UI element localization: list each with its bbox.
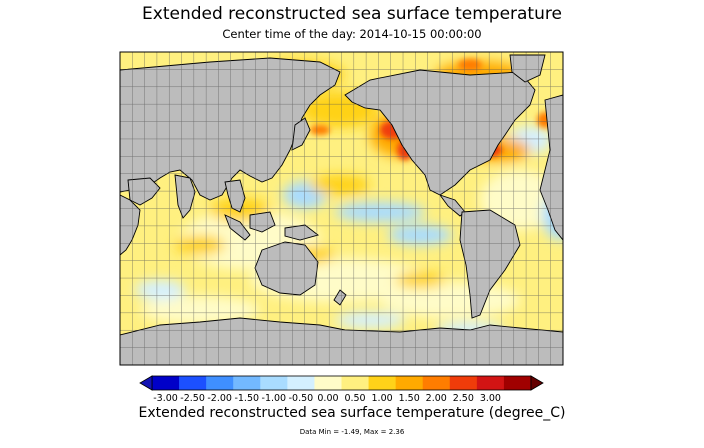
colorbar-swatch bbox=[368, 376, 397, 390]
europe-africa-landmass-east bbox=[539, 94, 563, 241]
new-zealand-landmass bbox=[333, 289, 347, 306]
map-subtitle: Center time of the day: 2014-10-15 00:00… bbox=[222, 27, 482, 41]
colorbar-swatch bbox=[206, 376, 234, 390]
map-title: Extended reconstructed sea surface tempe… bbox=[142, 4, 562, 24]
colorbar-swatch bbox=[476, 376, 505, 390]
india-landmass bbox=[174, 174, 196, 219]
map-plot-area bbox=[120, 52, 563, 365]
colorbar-swatch bbox=[449, 376, 478, 390]
colorbar-swatch bbox=[179, 376, 207, 390]
colorbar-swatch bbox=[287, 376, 315, 390]
anomaly-patch bbox=[310, 125, 330, 135]
anomaly-patch bbox=[135, 280, 185, 300]
colorbar-swatch bbox=[260, 376, 288, 390]
anomaly-patch bbox=[140, 296, 260, 324]
colorbar-swatch bbox=[395, 376, 424, 390]
colorbar-under-arrow bbox=[139, 375, 153, 391]
colorbar-swatch bbox=[341, 376, 370, 390]
colorbar-tick-label: -0.50 bbox=[288, 393, 314, 404]
new-guinea-landmass bbox=[284, 224, 319, 241]
colorbar-tick-label: 0.00 bbox=[317, 393, 339, 404]
colorbar-tick-label: -3.00 bbox=[153, 393, 178, 404]
colorbar-swatch bbox=[152, 376, 180, 390]
colorbar-tick-label: -2.50 bbox=[180, 393, 205, 404]
colorbar-tick-label: 1.50 bbox=[398, 393, 420, 404]
anomaly-patch bbox=[458, 59, 482, 71]
anomaly-patch bbox=[388, 225, 452, 245]
colorbar-swatch bbox=[503, 376, 532, 390]
colorbar-tick-label: 2.00 bbox=[425, 393, 447, 404]
indochina-landmass bbox=[224, 179, 246, 213]
colorbar-swatch bbox=[422, 376, 451, 390]
colorbar-title: Extended reconstructed sea surface tempe… bbox=[138, 405, 566, 421]
data-min-max: Data Min = -1.49, Max = 2.36 bbox=[299, 428, 405, 436]
anomaly-patch bbox=[310, 175, 370, 195]
colorbar-tick-label: -2.00 bbox=[207, 393, 232, 404]
colorbar-over-arrow bbox=[530, 375, 544, 391]
colorbar bbox=[139, 375, 544, 391]
colorbar-swatch bbox=[233, 376, 261, 390]
map-frame bbox=[119, 51, 564, 366]
anomaly-patch bbox=[395, 272, 445, 288]
colorbar-tick-label: -1.00 bbox=[261, 393, 287, 404]
anomaly-patch bbox=[335, 312, 405, 328]
africa-landmass bbox=[120, 194, 141, 256]
colorbar-tick-label: -1.50 bbox=[234, 393, 260, 404]
lat-lon-grid bbox=[120, 52, 563, 365]
anomaly-patch bbox=[335, 202, 425, 222]
colorbar-swatch bbox=[314, 376, 342, 390]
anomaly-patch bbox=[175, 235, 225, 255]
anomaly-patch bbox=[480, 170, 560, 230]
colorbar-tick-label: 0.50 bbox=[344, 393, 366, 404]
colorbar-tick-label: 1.00 bbox=[371, 393, 393, 404]
colorbar-tick-label: 2.50 bbox=[452, 393, 474, 404]
colorbar-tick-label: 3.00 bbox=[479, 393, 501, 404]
